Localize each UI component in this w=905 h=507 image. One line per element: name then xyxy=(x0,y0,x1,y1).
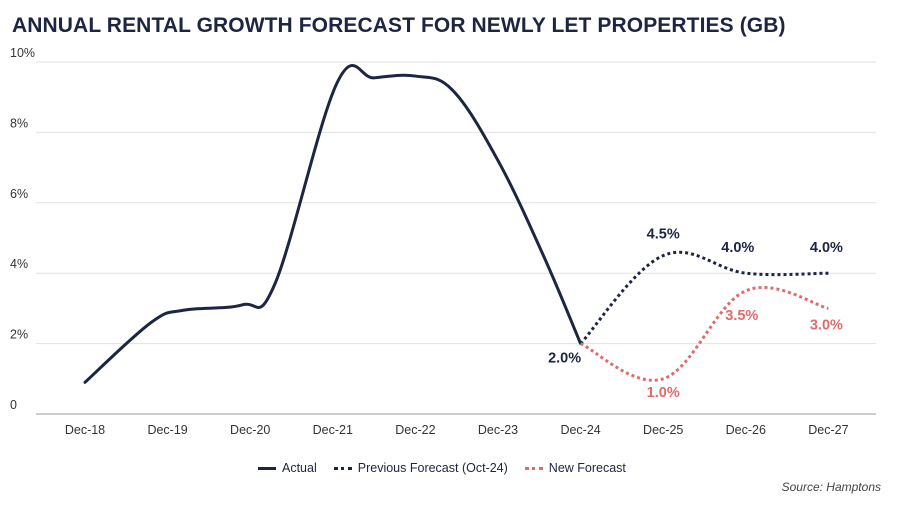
legend-label-actual: Actual xyxy=(282,461,317,475)
x-tick-label: Dec-26 xyxy=(726,423,766,437)
data-label: 4.5% xyxy=(647,227,680,243)
data-label: 2.0% xyxy=(548,351,581,367)
legend-label-new-forecast: New Forecast xyxy=(548,461,626,475)
x-tick-label: Dec-22 xyxy=(395,423,435,437)
y-axis-ticks: 0 2% 4% 6% 8% 10% xyxy=(10,46,35,412)
series-lines xyxy=(83,64,829,384)
y-tick-label: 8% xyxy=(10,116,28,130)
series-line-actual xyxy=(83,64,583,384)
x-tick-label: Dec-18 xyxy=(65,423,105,437)
y-tick-label: 10% xyxy=(10,46,35,60)
x-tick-label: Dec-24 xyxy=(560,423,600,437)
legend-item-new-forecast: New Forecast xyxy=(524,461,626,475)
y-tick-label: 4% xyxy=(10,257,28,271)
x-tick-label: Dec-21 xyxy=(313,423,353,437)
legend: Actual Previous Forecast (Oct-24) New Fo… xyxy=(258,461,643,475)
data-labels: 2.0% 4.5% 4.0% 4.0% 1.0% 3.5% 3.0% xyxy=(548,227,843,401)
legend-label-previous-forecast: Previous Forecast (Oct-24) xyxy=(357,461,508,475)
legend-swatch-new-forecast xyxy=(524,466,543,470)
legend-item-previous-forecast: Previous Forecast (Oct-24) xyxy=(333,461,508,475)
data-label: 1.0% xyxy=(647,385,680,401)
series-line-previous-forecast-oct-24 xyxy=(579,250,829,345)
chart-title: ANNUAL RENTAL GROWTH FORECAST FOR NEWLY … xyxy=(12,14,786,37)
legend-swatch-previous-forecast xyxy=(333,466,352,470)
chart-plot: 02%4%6%8%10% Dec-18 Dec-19 Dec-20 Dec-21 Dec… xyxy=(10,46,876,437)
legend-swatch-actual xyxy=(258,466,276,470)
source-note: Source: Hamptons xyxy=(781,480,881,494)
x-tick-label: Dec-20 xyxy=(230,423,270,437)
series-line-new-forecast xyxy=(579,285,829,382)
data-label: 3.5% xyxy=(725,308,758,324)
x-tick-label: Dec-27 xyxy=(808,423,848,437)
y-tick-label: 2% xyxy=(10,328,28,342)
legend-item-actual: Actual xyxy=(258,461,317,475)
y-tick-label: 6% xyxy=(10,187,28,201)
x-tick-label: Dec-23 xyxy=(478,423,518,437)
y-tick-label: 0 xyxy=(10,398,17,412)
gridlines xyxy=(36,61,876,415)
x-axis-ticks: Dec-18 Dec-19 Dec-20 Dec-21 Dec-22 Dec-23 Dec-… xyxy=(65,423,849,437)
data-label: 3.0% xyxy=(810,317,843,333)
data-label: 4.0% xyxy=(810,240,843,256)
x-tick-label: Dec-19 xyxy=(147,423,187,437)
data-label: 4.0% xyxy=(721,240,754,256)
x-tick-label: Dec-25 xyxy=(643,423,683,437)
